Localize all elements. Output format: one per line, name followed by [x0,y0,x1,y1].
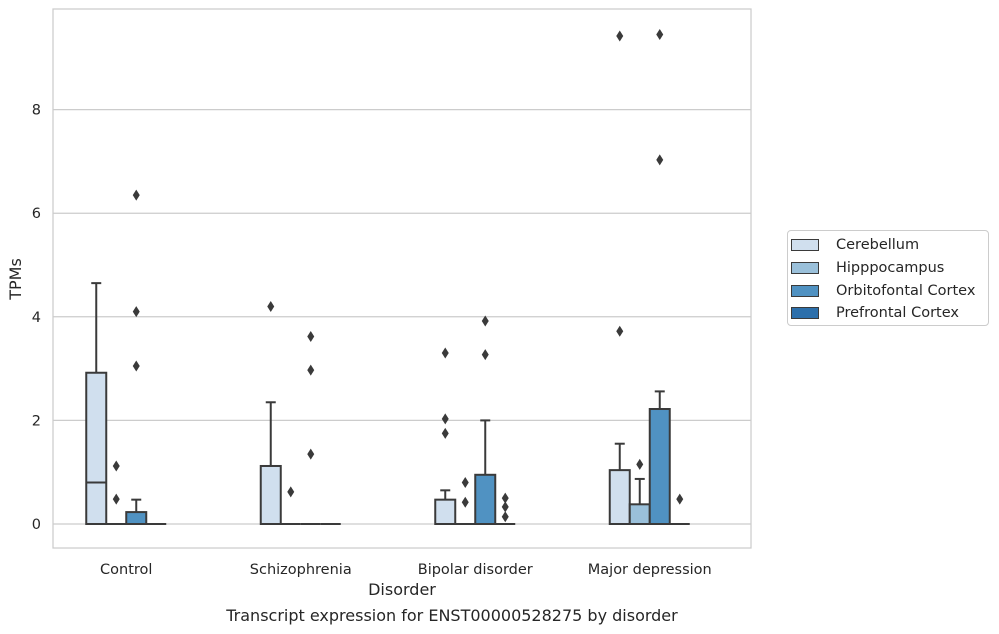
box-control-1 [106,460,127,525]
box-body [608,469,631,525]
y-tick-labels: 0 2 4 6 8 [32,103,41,533]
box-bipolar-disorder-0 [434,347,457,525]
outlier-point [441,413,449,425]
x-tick-label: Control [100,562,152,578]
outlier-point [112,493,120,505]
legend-swatch-prefrontal [791,307,819,319]
outlier-point [267,300,275,312]
x-tick-label: Bipolar disorder [418,562,533,578]
outlier-point [501,501,509,513]
box-bipolar-disorder-1 [455,477,476,525]
box-body [125,511,148,525]
legend-label: Orbitofontal Cortex [836,283,976,299]
outlier-point [481,349,489,361]
outlier-point [636,458,644,470]
x-tick-labels: Control Schizophrenia Bipolar disorder Majo… [100,562,712,578]
legend-swatch-hippocampus [791,262,819,274]
y-tick-label: 2 [32,413,41,429]
outlier-point [616,325,624,337]
legend-item-hippocampus: Hipppocampus [791,258,944,278]
box-major-depression-2 [648,28,671,525]
outlier-point [616,30,624,42]
box-bipolar-disorder-2 [474,315,497,526]
outlier-point [656,154,664,166]
box-major-depression-3 [669,493,690,525]
y-tick-label: 0 [32,517,41,533]
x-tick-label: Schizophrenia [250,562,352,578]
outlier-point [501,492,509,504]
legend-item-prefrontal: Prefrontal Cortex [791,303,959,323]
legend-label: Cerebellum [836,237,920,253]
outlier-point [501,511,509,523]
box-major-depression-0 [608,30,631,525]
box-schizophrenia-2 [300,330,321,525]
legend-label: Hipppocampus [836,260,945,276]
legend-swatch-cerebellum [791,239,819,251]
outlier-point [132,306,140,318]
outlier-point [441,427,449,439]
box-body [648,408,671,525]
box-body [628,503,651,526]
x-axis-label: Disorder [368,580,436,599]
outlier-point [112,460,120,472]
outlier-point [461,496,469,508]
outlier-point [132,189,140,201]
outlier-point [461,477,469,489]
box-schizophrenia-0 [259,300,282,526]
y-tick-label: 8 [32,103,41,119]
box-body [259,464,282,526]
box-groups [85,28,690,526]
y-axis-label: TPMs [6,258,25,301]
box-body [85,371,108,525]
box-body [434,498,457,525]
outlier-point [307,448,315,460]
y-tick-label: 4 [32,310,41,326]
outlier-point [307,330,315,342]
outlier-point [132,360,140,372]
legend-item-orbitofrontal: Orbitofontal Cortex [791,281,975,301]
box-bipolar-disorder-3 [495,492,516,525]
box-control-2 [125,189,148,525]
box-body [474,473,497,526]
box-control-0 [85,282,108,525]
box-schizophrenia-1 [280,486,301,525]
figure-caption: Transcript expression for ENST0000052827… [226,606,678,625]
outlier-point [441,347,449,359]
outlier-point [307,364,315,376]
outlier-point [656,28,664,40]
y-tick-label: 6 [32,206,41,222]
legend: Cerebellum Hipppocampus Orbitofontal Cor… [787,230,989,326]
x-tick-label: Major depression [588,562,712,578]
outlier-point [287,486,295,498]
outlier-point [676,493,684,505]
legend-swatch-orbitofrontal [791,285,819,297]
plot-frame [52,8,752,549]
plot-area [53,9,751,548]
outlier-point [481,315,489,327]
legend-item-cerebellum: Cerebellum [791,235,919,255]
legend-label: Prefrontal Cortex [836,305,959,321]
